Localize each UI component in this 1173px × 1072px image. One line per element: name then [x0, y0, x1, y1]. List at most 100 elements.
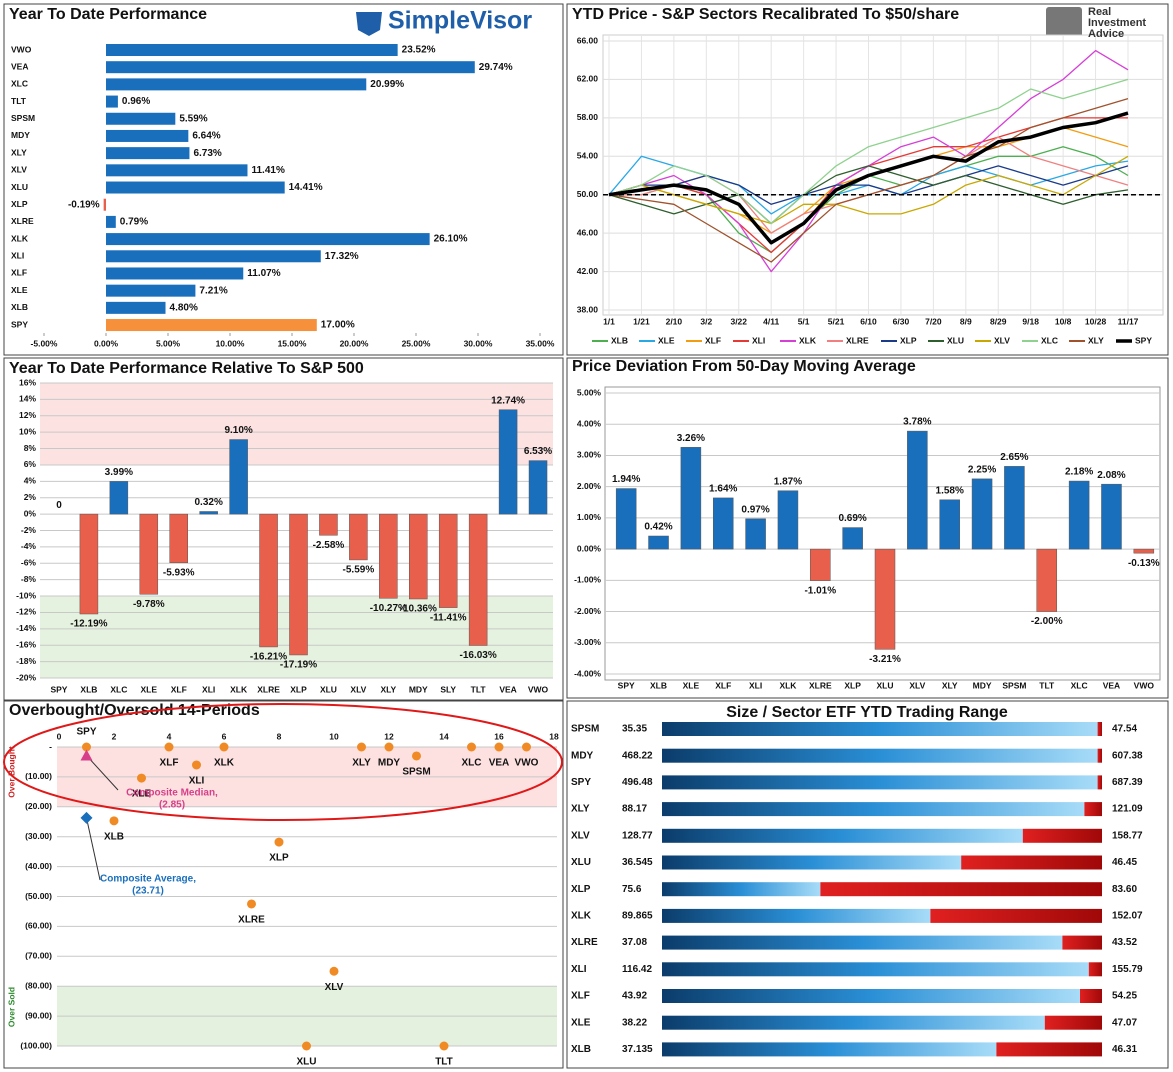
x-tick-label: XLE: [141, 684, 158, 694]
marker-label: Composite Average,: [100, 874, 196, 885]
row-low: 468.22: [622, 750, 653, 761]
value-label: 14.41%: [289, 182, 323, 193]
row-name: XLP: [571, 884, 591, 895]
x-tick-label: 8/29: [990, 316, 1007, 326]
range-bar-low: [662, 1015, 1045, 1030]
x-tick-label: XLC: [1071, 680, 1088, 690]
range-bar-high: [1097, 748, 1102, 763]
y-tick-label: -18%: [16, 656, 36, 666]
range-bar-high: [1088, 962, 1102, 977]
logo: Real: [1088, 6, 1111, 18]
y-tick-label: -10%: [16, 590, 36, 600]
value-label: 6.53%: [524, 446, 552, 457]
y-tick-label: -16%: [16, 639, 36, 649]
y-tick-label: 14%: [19, 394, 36, 404]
x-tick-label: 4/11: [763, 316, 779, 326]
bar: [199, 511, 218, 515]
y-tick-label: (70.00): [25, 951, 52, 961]
row-name: XLV: [571, 830, 590, 841]
value-label: 7.21%: [199, 285, 227, 296]
x-tick-label: XLK: [779, 680, 797, 690]
panel-border: [566, 3, 1169, 356]
y-tick-label: -20%: [16, 672, 36, 682]
band: [40, 383, 553, 465]
bar: [169, 513, 188, 563]
row-high: 54.25: [1112, 991, 1137, 1002]
x-tick-label: XLP: [844, 680, 861, 690]
panel-border: [3, 3, 564, 356]
x-tick-label: VEA: [1103, 680, 1120, 690]
series-line: [608, 155, 1129, 225]
bar: [289, 513, 308, 656]
row-high: 47.54: [1112, 724, 1137, 735]
x-tick-label: XLE: [683, 680, 700, 690]
y-tick-label: 2.00%: [577, 481, 602, 491]
legend-label: XLRE: [846, 335, 869, 345]
bar: [1101, 483, 1122, 550]
bar: [907, 430, 928, 550]
value-label: 0.69%: [838, 513, 866, 524]
logo: SimpleVisor: [388, 7, 532, 35]
row-high: 43.52: [1112, 937, 1137, 948]
row-name: XLU: [571, 857, 591, 868]
bar: [939, 499, 960, 550]
marker-value-label: (23.71): [132, 886, 164, 897]
bar: [106, 215, 116, 228]
bar: [874, 548, 896, 650]
y-axis-label: Over Sold: [6, 987, 16, 1027]
y-tick-label: -12%: [16, 607, 36, 617]
row-low: 496.48: [622, 777, 653, 788]
value-label: 3.26%: [677, 433, 705, 444]
y-tick-label: 3.00%: [577, 450, 602, 460]
y-tick-label: -2%: [21, 525, 37, 535]
x-tick-label: -5.00%: [31, 338, 58, 348]
value-label: 6.64%: [192, 131, 220, 142]
x-tick-label: 30.00%: [464, 338, 493, 348]
value-label: 5.59%: [179, 113, 207, 124]
bar: [1133, 548, 1155, 554]
point: [357, 742, 366, 752]
y-tick-label: 54.00: [577, 151, 599, 161]
range-bar-low: [662, 775, 1098, 790]
row-name: XLK: [571, 911, 592, 922]
value-label: 1.87%: [774, 476, 802, 487]
value-label: 26.10%: [434, 234, 468, 245]
point-label: XLK: [214, 758, 235, 769]
bar: [438, 513, 458, 608]
row-high: 47.07: [1112, 1017, 1137, 1028]
bar: [712, 497, 734, 550]
range-bar-high: [820, 882, 1102, 897]
category-label: XLC: [11, 79, 28, 89]
row-low: 128.77: [622, 830, 653, 841]
x-tick-label: 5.00%: [156, 338, 181, 348]
y-tick-label: 42.00: [577, 266, 599, 276]
connector: [86, 817, 101, 881]
value-label: 0: [56, 500, 62, 511]
y-tick-label: 58.00: [577, 112, 599, 122]
x-tick-label: 0: [57, 731, 62, 741]
bar: [106, 112, 176, 125]
bar: [106, 44, 398, 56]
chart-title: Size / Sector ETF YTD Trading Range: [726, 704, 1008, 721]
y-tick-label: (20.00): [25, 801, 52, 811]
point: [247, 899, 256, 909]
plot-area: [604, 386, 1161, 681]
x-tick-label: XLY: [942, 680, 958, 690]
x-tick-label: XLY: [380, 684, 396, 694]
point: [274, 837, 284, 847]
row-low: 37.135: [622, 1044, 653, 1055]
value-label: 12.74%: [491, 395, 525, 406]
x-tick-label: XLK: [230, 684, 248, 694]
y-tick-label: 1.00%: [577, 512, 602, 522]
category-label: XLF: [11, 268, 27, 278]
range-bar-low: [662, 722, 1098, 736]
x-tick-label: 10.00%: [216, 338, 245, 348]
value-label: 0.79%: [120, 217, 148, 228]
x-tick-label: MDY: [973, 680, 992, 690]
legend-label: SPY: [1135, 335, 1152, 345]
y-tick-label: -2.00%: [574, 606, 601, 616]
point-label: TLT: [435, 1057, 453, 1068]
row-low: 116.42: [622, 964, 652, 975]
x-tick-label: MDY: [409, 684, 428, 694]
x-tick-label: 3/2: [700, 316, 712, 326]
